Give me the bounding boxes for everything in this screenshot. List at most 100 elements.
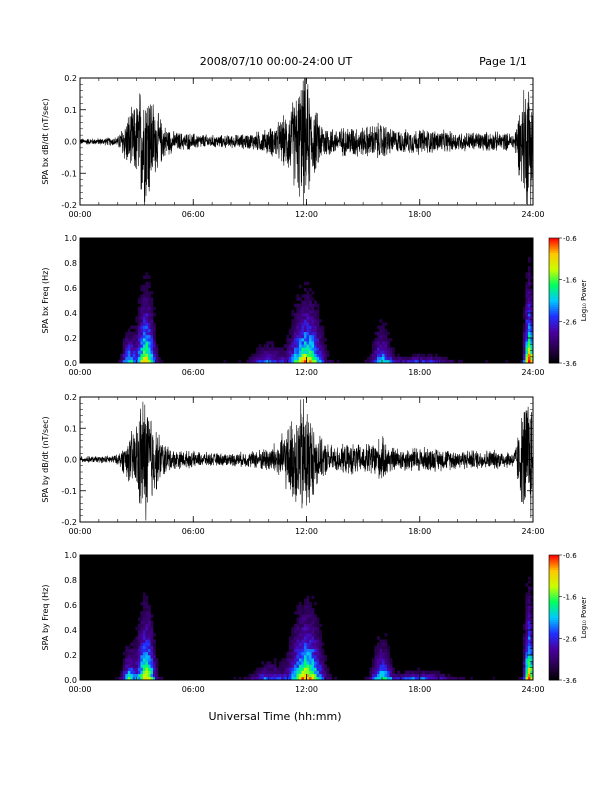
spectrogram-cell bbox=[155, 359, 159, 364]
colorbar-segment bbox=[549, 342, 559, 345]
spectrogram-cell bbox=[306, 350, 310, 354]
colorbar-segment bbox=[549, 356, 559, 360]
spectrogram-cell bbox=[306, 294, 310, 298]
spectrogram-cell bbox=[296, 325, 300, 329]
spectrogram-cell bbox=[301, 639, 305, 643]
spectrogram-cell bbox=[525, 620, 529, 625]
spectrogram-cell bbox=[417, 356, 421, 361]
spectrogram-cell bbox=[303, 325, 307, 329]
colorbar-segment bbox=[549, 327, 559, 331]
spectrogram-cell bbox=[293, 319, 297, 323]
spectrogram-cell bbox=[382, 661, 385, 665]
spectrogram-cell bbox=[457, 359, 461, 364]
spectrogram-cell bbox=[130, 356, 134, 361]
spectrogram-cell bbox=[140, 328, 144, 333]
spectrogram-cell bbox=[376, 651, 380, 656]
spectrogram-cell bbox=[319, 359, 322, 364]
spectrogram-cell bbox=[329, 359, 332, 364]
spectrogram-cell bbox=[293, 623, 297, 628]
colorbar-frame bbox=[548, 554, 560, 681]
spectrogram-cell bbox=[261, 676, 265, 681]
spectrogram-cell bbox=[530, 350, 534, 354]
spectrogram-cell bbox=[266, 353, 270, 358]
spectrogram-cell bbox=[296, 636, 300, 640]
colorbar-segment bbox=[549, 267, 559, 270]
spectrogram-cell bbox=[291, 661, 295, 665]
spectrogram-cell bbox=[147, 328, 151, 333]
spectrogram-cell bbox=[223, 359, 227, 364]
spectrogram-cell bbox=[309, 608, 312, 612]
spectrogram-cell bbox=[127, 645, 131, 650]
spectrogram-cell bbox=[281, 676, 285, 681]
y-tick-label: -0.1 bbox=[61, 487, 77, 496]
spectrogram-cell bbox=[288, 651, 292, 656]
spectrogram-cell bbox=[309, 639, 312, 643]
spectrogram-cell bbox=[387, 338, 390, 342]
spectrogram-cell bbox=[266, 676, 270, 681]
spectrogram-cell bbox=[314, 344, 317, 348]
spectrogram-cell bbox=[303, 316, 307, 320]
spectrogram-cell bbox=[376, 676, 380, 681]
spectrogram-cell bbox=[432, 670, 436, 675]
y-tick-label: 0.8 bbox=[64, 576, 77, 585]
spectrogram-cell bbox=[296, 670, 300, 675]
spectrogram-cell bbox=[522, 350, 526, 354]
spectrogram-cell bbox=[382, 331, 385, 336]
spectrogram-cell bbox=[311, 664, 315, 668]
spectrogram-cell bbox=[311, 655, 315, 659]
spectrogram-cell bbox=[271, 356, 275, 361]
spectrogram-cell bbox=[147, 344, 151, 348]
spectrogram-cell bbox=[309, 338, 312, 342]
spectrogram-cell bbox=[409, 673, 413, 678]
spectrogram-cell bbox=[530, 620, 534, 625]
spectrogram-cell bbox=[296, 344, 300, 348]
spectrogram-cell bbox=[306, 291, 310, 295]
spectrogram-cell bbox=[321, 667, 325, 671]
spectrogram-cell bbox=[293, 673, 297, 678]
spectrogram-cell bbox=[525, 294, 529, 298]
spectrogram-cell bbox=[142, 288, 146, 292]
spectrogram-cell bbox=[276, 347, 280, 351]
spectrogram-cell bbox=[319, 648, 322, 653]
spectrogram-cell bbox=[520, 676, 524, 681]
spectrogram-cell bbox=[281, 356, 285, 361]
spectrogram-cell bbox=[303, 658, 307, 662]
spectrogram-cell bbox=[324, 356, 327, 361]
spectrogram-cell bbox=[316, 325, 320, 329]
spectrogram-cell bbox=[268, 667, 272, 671]
spectrogram-cell bbox=[303, 633, 307, 637]
spectrogram-cell bbox=[125, 667, 129, 671]
spectrogram-cell bbox=[316, 676, 320, 681]
spectrogram-cell bbox=[379, 347, 383, 351]
spectrogram-cell bbox=[379, 664, 383, 668]
colorbar-segment bbox=[549, 623, 559, 627]
spectrogram-cell bbox=[522, 341, 526, 345]
spectrogram-cell bbox=[291, 313, 295, 317]
colorbar-segment bbox=[549, 619, 559, 623]
spectrogram-cell bbox=[286, 655, 290, 659]
spectrogram-cell bbox=[520, 359, 524, 364]
spectrogram-cell bbox=[142, 667, 146, 671]
spectrogram-cell bbox=[145, 306, 149, 311]
spectrogram-cell bbox=[439, 356, 443, 361]
spectrogram-cell bbox=[281, 664, 285, 668]
spectrogram-cell bbox=[382, 639, 385, 643]
colorbar-segment bbox=[549, 571, 559, 575]
spectrogram-cell bbox=[296, 353, 300, 358]
spectrogram-cell bbox=[379, 331, 383, 336]
spectrogram-cell bbox=[147, 319, 151, 323]
x-axis-title: Universal Time (hh:mm) bbox=[209, 710, 342, 723]
spectrogram-cell bbox=[145, 353, 149, 358]
spectrogram-cell bbox=[374, 350, 378, 354]
spectrogram-cell bbox=[429, 673, 433, 678]
spectrogram-cell bbox=[137, 630, 141, 634]
spectrogram-cell bbox=[382, 648, 385, 653]
spectrogram-cell bbox=[142, 341, 146, 345]
spectrogram-cell bbox=[527, 617, 531, 621]
spectrogram-cell bbox=[130, 341, 134, 345]
spectrogram-cell bbox=[522, 667, 526, 671]
spectrogram-cell bbox=[150, 661, 154, 665]
colorbar-segment bbox=[549, 256, 559, 260]
spectrogram-cell bbox=[301, 359, 305, 364]
